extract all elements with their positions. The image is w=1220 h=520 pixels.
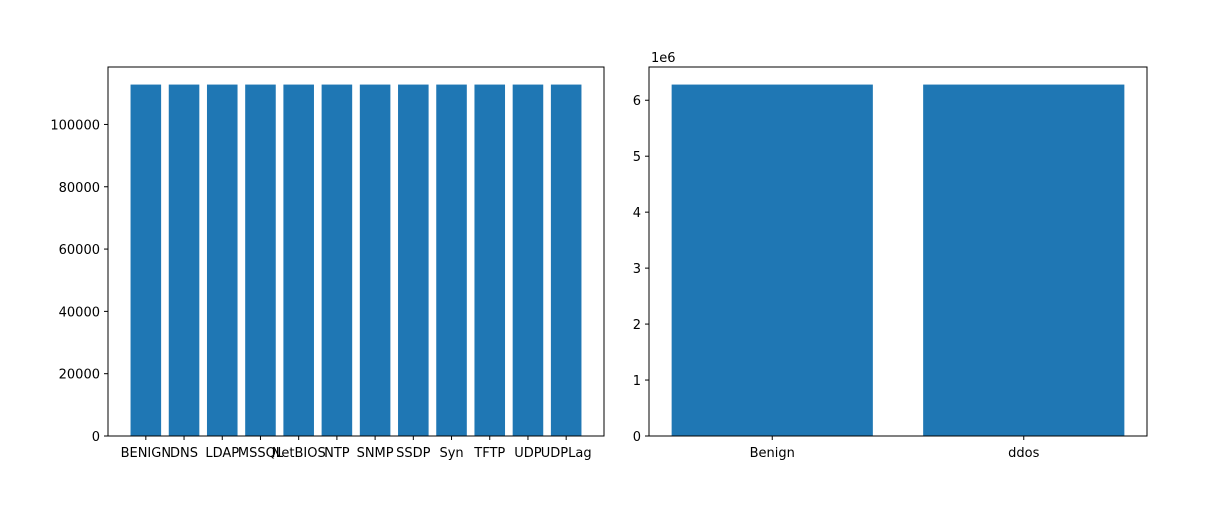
x-tick-label: LDAP bbox=[205, 446, 239, 461]
bar-ddos bbox=[923, 84, 1125, 437]
bar-udp bbox=[512, 84, 544, 437]
x-tick-label: NetBIOS bbox=[272, 446, 326, 461]
bar-netbios bbox=[283, 84, 314, 437]
x-tick-label: ddos bbox=[1008, 446, 1039, 461]
bar-dns bbox=[168, 84, 200, 437]
bar-benign bbox=[130, 84, 162, 437]
x-tick-label: SSDP bbox=[396, 446, 431, 461]
y-tick-label: 6 bbox=[633, 94, 641, 109]
x-tick-label: Benign bbox=[750, 446, 795, 461]
bar-syn bbox=[436, 84, 467, 437]
x-tick-label: SNMP bbox=[357, 446, 394, 461]
axes-frame bbox=[107, 66, 605, 437]
bar-snmp bbox=[359, 84, 391, 437]
y-tick-label: 4 bbox=[633, 206, 641, 221]
bar-ntp bbox=[321, 84, 353, 437]
y-tick-label: 5 bbox=[633, 150, 641, 165]
chart-benign-vs-ddos-counts: Benign ddos 0 1 2 3 4 5 6 1e6 bbox=[633, 51, 1148, 461]
x-tick-label: TFTP bbox=[473, 446, 505, 461]
x-tick-label: BENIGN bbox=[121, 446, 172, 461]
bar-udplag bbox=[550, 84, 582, 437]
x-tick-label: UDPLag bbox=[541, 446, 592, 461]
bar-benign bbox=[671, 84, 873, 437]
bar-ldap bbox=[206, 84, 238, 437]
x-tick-label: DNS bbox=[170, 446, 198, 461]
y-tick-label: 0 bbox=[92, 430, 100, 445]
bar-ssdp bbox=[398, 84, 429, 437]
x-tick-label: MSSQL bbox=[238, 446, 284, 461]
bar-tftp bbox=[474, 84, 506, 437]
bar-mssql bbox=[245, 84, 276, 437]
y-tick-label: 40000 bbox=[59, 305, 100, 320]
y-tick-label: 3 bbox=[633, 262, 641, 277]
y-tick-label: 60000 bbox=[59, 243, 100, 258]
y-tick-label: 20000 bbox=[59, 368, 100, 383]
y-tick-label: 1 bbox=[633, 374, 641, 389]
y-offset-label: 1e6 bbox=[651, 51, 676, 66]
axes-frame bbox=[648, 66, 1148, 437]
y-tick-label: 2 bbox=[633, 318, 641, 333]
x-tick-label: UDP bbox=[514, 446, 542, 461]
y-tick-label: 100000 bbox=[50, 118, 100, 133]
x-tick-label: NTP bbox=[324, 446, 350, 461]
x-tick-label: Syn bbox=[439, 446, 463, 461]
y-tick-label: 80000 bbox=[59, 181, 100, 196]
y-tick-label: 0 bbox=[633, 430, 641, 445]
